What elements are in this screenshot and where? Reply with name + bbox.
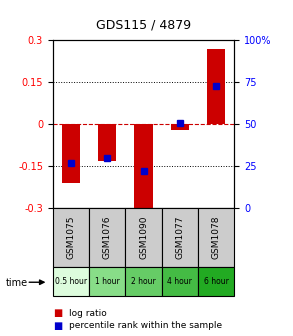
Text: GSM1075: GSM1075: [67, 216, 75, 259]
Bar: [198, 267, 234, 296]
Bar: [89, 267, 125, 296]
Bar: [198, 208, 234, 267]
Text: 2 hour: 2 hour: [131, 277, 156, 286]
Bar: [171, 124, 189, 130]
Bar: [98, 124, 116, 161]
Bar: [207, 49, 225, 124]
Bar: [125, 208, 162, 267]
Text: GSM1077: GSM1077: [176, 216, 184, 259]
Bar: [89, 208, 125, 267]
Bar: [134, 124, 153, 214]
Text: 0.5 hour: 0.5 hour: [55, 277, 87, 286]
Text: 1 hour: 1 hour: [95, 277, 120, 286]
Text: GDS115 / 4879: GDS115 / 4879: [96, 19, 191, 32]
Text: GSM1078: GSM1078: [212, 216, 221, 259]
Bar: [62, 124, 80, 183]
Bar: [162, 208, 198, 267]
Bar: [53, 208, 89, 267]
Bar: [162, 267, 198, 296]
Text: ■: ■: [53, 321, 62, 331]
Bar: [125, 267, 162, 296]
Text: log ratio: log ratio: [69, 309, 107, 318]
Bar: [53, 267, 89, 296]
Text: ■: ■: [53, 308, 62, 318]
Text: 4 hour: 4 hour: [168, 277, 192, 286]
Text: time: time: [6, 278, 28, 288]
Text: percentile rank within the sample: percentile rank within the sample: [69, 322, 222, 330]
Text: 6 hour: 6 hour: [204, 277, 229, 286]
Text: GSM1090: GSM1090: [139, 216, 148, 259]
Text: GSM1076: GSM1076: [103, 216, 112, 259]
